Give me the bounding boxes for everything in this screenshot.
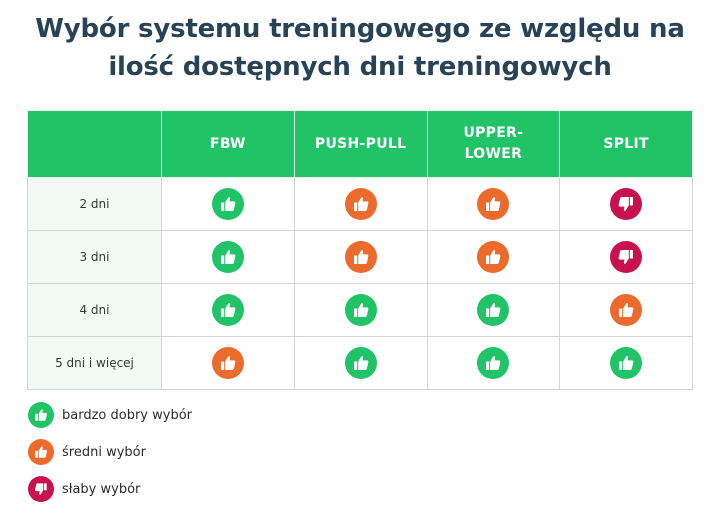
rating-cell bbox=[161, 230, 295, 284]
table-row: 2 dni bbox=[27, 177, 693, 231]
column-header-split: SPLIT bbox=[559, 110, 693, 178]
legend-label: średni wybór bbox=[62, 444, 146, 460]
thumbs-up-icon bbox=[610, 347, 643, 379]
column-header-fbw: FBW bbox=[161, 110, 295, 178]
thumbs-up-icon bbox=[344, 241, 377, 273]
legend-item-poor: słaby wybór bbox=[28, 476, 192, 502]
rating-cell bbox=[426, 230, 561, 284]
thumbs-up-icon bbox=[28, 402, 54, 428]
thumbs-up-icon bbox=[344, 294, 377, 326]
thumbs-up-icon bbox=[211, 347, 244, 379]
thumbs-up-icon bbox=[477, 294, 510, 326]
table-row: 5 dni i więcej bbox=[27, 336, 693, 390]
rating-cell bbox=[161, 283, 295, 337]
thumbs-up-icon bbox=[344, 188, 377, 220]
header-corner bbox=[27, 110, 162, 178]
thumbs-up-icon bbox=[477, 241, 510, 273]
thumbs-down-icon bbox=[610, 188, 643, 220]
rating-cell bbox=[161, 177, 295, 231]
thumbs-down-icon bbox=[28, 476, 54, 502]
rating-cell bbox=[293, 283, 428, 337]
rating-cell bbox=[161, 336, 295, 390]
rating-cell bbox=[559, 336, 693, 390]
legend: bardzo dobry wybór średni wybór słaby wybó… bbox=[28, 402, 192, 513]
thumbs-up-icon bbox=[344, 347, 377, 379]
thumbs-up-icon bbox=[211, 188, 244, 220]
table-row: 3 dni bbox=[27, 230, 693, 284]
thumbs-up-icon bbox=[28, 439, 54, 465]
table-header-row: FBW PUSH-PULL UPPER- LOWER SPLIT bbox=[27, 110, 693, 178]
thumbs-down-icon bbox=[610, 241, 643, 273]
rating-cell bbox=[559, 230, 693, 284]
thumbs-up-icon bbox=[477, 188, 510, 220]
table-row: 4 dni bbox=[27, 283, 693, 337]
thumbs-up-icon bbox=[477, 347, 510, 379]
thumbs-up-icon bbox=[610, 294, 643, 326]
column-header-push-pull: PUSH-PULL bbox=[293, 110, 428, 178]
thumbs-up-icon bbox=[211, 241, 244, 273]
rating-cell bbox=[426, 336, 561, 390]
legend-label: bardzo dobry wybór bbox=[62, 407, 192, 423]
title-line-2: ilość dostępnych dni treningowych bbox=[108, 52, 612, 82]
thumbs-up-icon bbox=[211, 294, 244, 326]
column-header-upper-lower: UPPER- LOWER bbox=[426, 110, 561, 178]
rating-cell bbox=[426, 177, 561, 231]
rating-cell bbox=[559, 283, 693, 337]
row-label: 4 dni bbox=[27, 283, 162, 337]
legend-item-average: średni wybór bbox=[28, 439, 192, 465]
rating-cell bbox=[293, 230, 428, 284]
row-label: 3 dni bbox=[27, 230, 162, 284]
rating-cell bbox=[559, 177, 693, 231]
legend-item-good: bardzo dobry wybór bbox=[28, 402, 192, 428]
row-label: 2 dni bbox=[27, 177, 162, 231]
rating-cell bbox=[293, 177, 428, 231]
comparison-table: FBW PUSH-PULL UPPER- LOWER SPLIT 2 dni 3 d… bbox=[27, 110, 693, 390]
rating-cell bbox=[426, 283, 561, 337]
rating-cell bbox=[293, 336, 428, 390]
page-title: Wybór systemu treningowego ze względu na… bbox=[0, 10, 720, 86]
title-line-1: Wybór systemu treningowego ze względu na bbox=[35, 14, 685, 44]
legend-label: słaby wybór bbox=[62, 481, 141, 497]
row-label: 5 dni i więcej bbox=[27, 336, 162, 390]
